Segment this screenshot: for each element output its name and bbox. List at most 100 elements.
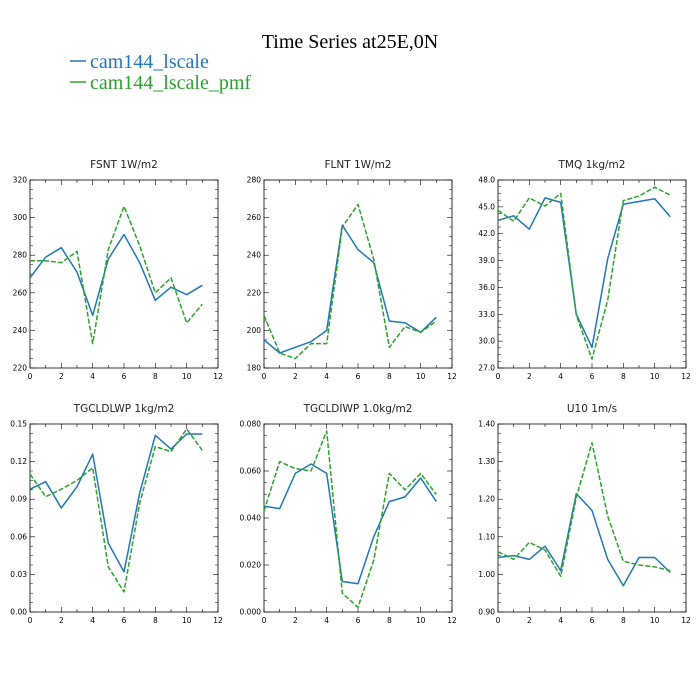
y-tick-label: 0.040 bbox=[240, 514, 262, 523]
y-tick-label: 1.20 bbox=[478, 495, 495, 504]
y-tick-label: 1.40 bbox=[478, 420, 495, 429]
x-tick-label: 8 bbox=[387, 616, 392, 625]
figure-title: Time Series at25E,0N bbox=[262, 31, 438, 53]
series-line-0 bbox=[29, 233, 203, 317]
series-line-1 bbox=[497, 186, 671, 360]
panel-1: FLNT 1W/m2 0 2 4 6 8 10 12 180 200 220 240 260 280 bbox=[247, 159, 457, 381]
y-tick-label: 260 bbox=[247, 213, 262, 222]
x-tick-label: 2 bbox=[527, 616, 532, 625]
y-tick-label: 0.15 bbox=[10, 420, 27, 429]
x-tick-label: 10 bbox=[416, 616, 426, 625]
y-tick-label: 48.0 bbox=[478, 176, 495, 185]
x-tick-label: 4 bbox=[558, 616, 563, 625]
panel-3: TGCLDLWP 1kg/m2 0 2 4 6 8 10 12 0.00 0.03 0.06 0.09… bbox=[10, 403, 223, 625]
series-line-0 bbox=[29, 433, 203, 573]
x-tick-label: 0 bbox=[262, 616, 267, 625]
x-tick-label: 12 bbox=[447, 372, 457, 381]
x-tick-label: 2 bbox=[293, 616, 298, 625]
panel-2: TMQ 1kg/m2 0 2 4 6 8 10 12 27.0 30.0 33.0 36.0 39.0 4… bbox=[478, 159, 691, 381]
y-tick-label: 180 bbox=[247, 364, 262, 373]
y-tick-label: 0.00 bbox=[10, 608, 27, 617]
x-tick-label: 10 bbox=[650, 372, 660, 381]
x-tick-label: 8 bbox=[153, 616, 158, 625]
x-tick-label: 10 bbox=[650, 616, 660, 625]
y-tick-label: 0.90 bbox=[478, 608, 495, 617]
x-tick-label: 12 bbox=[681, 616, 691, 625]
panels: FSNT 1W/m20 2 4 6 8 10 12220240260280300320FLN… bbox=[10, 159, 691, 625]
series-line-0 bbox=[497, 197, 671, 349]
y-tick-label: 0.080 bbox=[240, 420, 262, 429]
panel-title: U10 1m/s bbox=[567, 403, 617, 415]
x-tick-label: 4 bbox=[324, 616, 329, 625]
y-tick-label: 1.10 bbox=[478, 532, 495, 541]
legend: cam144_lscale cam144_lscale_pmf bbox=[70, 51, 251, 94]
y-tick-label: 220 bbox=[13, 364, 28, 373]
y-tick-label: 36.0 bbox=[478, 283, 495, 292]
x-tick-label: 8 bbox=[621, 372, 626, 381]
x-tick-label: 2 bbox=[527, 372, 532, 381]
x-tick-label: 10 bbox=[416, 372, 426, 381]
x-tick-label: 2 bbox=[59, 372, 64, 381]
panel-title: TMQ 1kg/m2 bbox=[558, 159, 626, 171]
y-tick-label: 33.0 bbox=[478, 310, 495, 319]
x-tick-label: 2 bbox=[59, 616, 64, 625]
x-tick-label: 0 bbox=[496, 372, 501, 381]
series-line-1 bbox=[263, 430, 437, 609]
plot-frame bbox=[497, 423, 687, 613]
x-tick-label: 10 bbox=[182, 616, 192, 625]
series-line-0 bbox=[263, 463, 437, 585]
x-tick-label: 12 bbox=[447, 616, 457, 625]
x-tick-label: 6 bbox=[122, 372, 127, 381]
x-tick-label: 6 bbox=[590, 616, 595, 625]
y-tick-label: 0.03 bbox=[10, 570, 27, 579]
panel-title: TGCLDIWP 1.0kg/m2 bbox=[303, 403, 413, 415]
series-line-0 bbox=[497, 492, 671, 587]
y-tick-label: 1.00 bbox=[478, 570, 495, 579]
y-tick-label: 280 bbox=[13, 251, 28, 260]
series-line-1 bbox=[29, 428, 203, 593]
x-tick-label: 12 bbox=[213, 372, 223, 381]
y-tick-label: 300 bbox=[13, 213, 28, 222]
legend-label-0: cam144_lscale bbox=[90, 51, 209, 73]
x-tick-label: 0 bbox=[262, 372, 267, 381]
y-tick-label: 0.060 bbox=[240, 467, 262, 476]
y-tick-label: 220 bbox=[247, 288, 262, 297]
y-tick-label: 0.000 bbox=[240, 608, 262, 617]
x-tick-label: 4 bbox=[558, 372, 563, 381]
y-tick-label: 27.0 bbox=[478, 364, 495, 373]
series-line-1 bbox=[263, 203, 437, 360]
y-tick-label: 280 bbox=[247, 176, 262, 185]
x-tick-label: 12 bbox=[681, 372, 691, 381]
y-tick-label: 0.12 bbox=[10, 457, 27, 466]
panel-5: U10 1m/s 0 2 4 6 8 10 12 0.90 1.00 1.10 1.20 1.30 1.4… bbox=[478, 403, 691, 625]
x-tick-label: 8 bbox=[621, 616, 626, 625]
y-tick-label: 39.0 bbox=[478, 256, 495, 265]
x-tick-label: 8 bbox=[153, 372, 158, 381]
legend-label-1: cam144_lscale_pmf bbox=[90, 72, 251, 94]
x-tick-label: 6 bbox=[122, 616, 127, 625]
y-tick-label: 200 bbox=[247, 326, 262, 335]
x-tick-label: 4 bbox=[90, 616, 95, 625]
panel-0: FSNT 1W/m2 0 2 4 6 8 10 12 220 240 260 280 300 320 bbox=[13, 159, 223, 381]
y-tick-label: 45.0 bbox=[478, 202, 495, 211]
x-tick-label: 6 bbox=[590, 372, 595, 381]
series-line-1 bbox=[30, 205, 203, 345]
x-tick-label: 4 bbox=[324, 372, 329, 381]
panel-title: FLNT 1W/m2 bbox=[324, 159, 391, 171]
y-tick-label: 320 bbox=[13, 176, 28, 185]
x-tick-label: 8 bbox=[387, 372, 392, 381]
series-line-0 bbox=[263, 224, 437, 354]
series-line-1 bbox=[497, 442, 671, 578]
panel-4: TGCLDIWP 1.0kg/m2 0 2 4 6 8 10 12 0.000 0.020 0.04… bbox=[240, 403, 457, 625]
y-tick-label: 0.020 bbox=[240, 561, 262, 570]
x-tick-label: 6 bbox=[356, 372, 361, 381]
panel-title: TGCLDLWP 1kg/m2 bbox=[73, 403, 175, 415]
y-tick-label: 1.30 bbox=[478, 457, 495, 466]
y-tick-label: 240 bbox=[13, 326, 28, 335]
x-tick-label: 10 bbox=[182, 372, 192, 381]
x-tick-label: 0 bbox=[496, 616, 501, 625]
plot-frame bbox=[497, 179, 687, 369]
x-tick-label: 6 bbox=[356, 616, 361, 625]
x-tick-label: 2 bbox=[293, 372, 298, 381]
